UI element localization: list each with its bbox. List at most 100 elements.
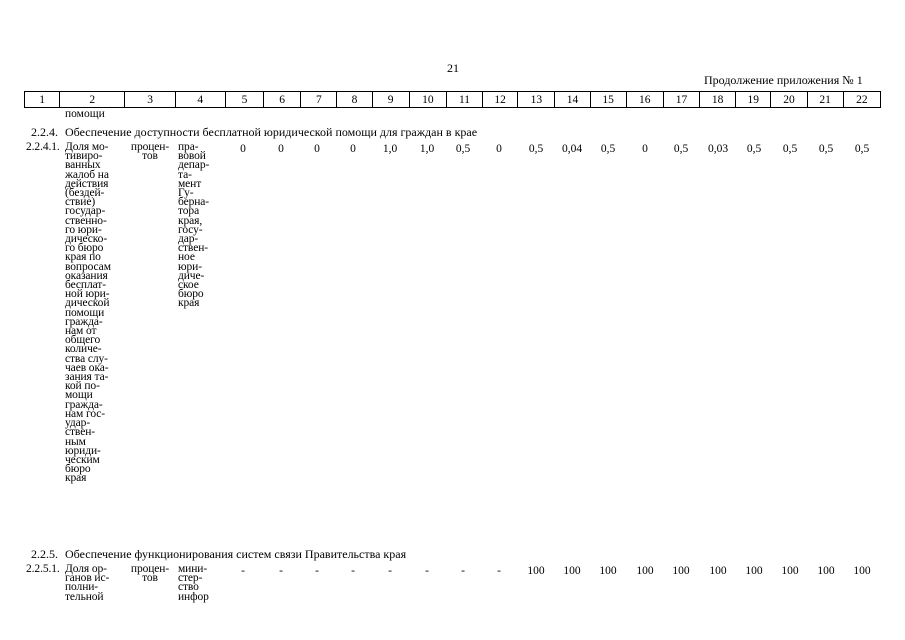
value-cell: 0,03: [707, 143, 729, 155]
cell-line: ства слу-: [65, 352, 108, 365]
value-cell: 0,5: [746, 143, 762, 155]
column-number-cell: 20: [770, 91, 808, 108]
page-number: 21: [447, 61, 459, 75]
value-cell: 0,5: [528, 143, 544, 155]
column-number-cell: 4: [174, 91, 226, 108]
indicator-unit: процен-тов: [128, 141, 172, 163]
cell-line: процен-: [130, 141, 170, 153]
value-cell: 0,5: [782, 143, 798, 155]
indicator-name: Доля ор-ганов ис-полни-тельной: [65, 563, 109, 603]
cell-line: ствие): [65, 196, 96, 209]
value-cell: 100: [672, 565, 690, 577]
cell-line: гражда-: [65, 315, 103, 328]
value-cell: 100: [781, 565, 799, 577]
cell-line: нам гос-: [65, 407, 106, 420]
value-cell: 0: [496, 143, 502, 155]
cell-line: зания та-: [65, 371, 109, 384]
value-cell: -: [425, 565, 429, 577]
cell-line: помощи: [65, 306, 105, 319]
value-cell: 0: [642, 143, 648, 155]
cell-line: (бездей-: [65, 187, 105, 200]
cell-line: инфор: [178, 590, 209, 603]
column-number-cell: 13: [517, 91, 556, 108]
cell-line: кой по-: [65, 380, 100, 393]
value-cell: 100: [563, 565, 581, 577]
column-number-cell: 22: [842, 91, 882, 108]
cell-line: вовой: [178, 150, 206, 163]
cell-line: тов: [142, 150, 158, 163]
indicator-name: Доля мо-тивиро-ванных жалоб на действия (бе…: [65, 141, 111, 485]
indicator-code: 2.2.4.1.: [26, 141, 60, 153]
cell-line: мент: [178, 177, 202, 190]
column-number-cell: 16: [625, 91, 664, 108]
cell-line: диче-: [178, 269, 205, 282]
cell-line: Доля ор-: [65, 563, 107, 575]
cell-line: юриди-: [65, 444, 101, 457]
column-number-cell: 3: [124, 91, 176, 108]
cell-line: дической: [65, 297, 110, 310]
cell-line: стер-: [178, 572, 203, 585]
cell-line: та-: [178, 168, 192, 181]
cell-line: ствен-: [178, 242, 208, 255]
cell-line: гражда-: [65, 398, 103, 411]
cell-line: ное: [178, 251, 195, 264]
cell-line: ственно-: [65, 214, 107, 227]
cell-line: государ-: [65, 205, 106, 218]
carryover-text: помощи: [65, 108, 105, 120]
value-cell: 0: [278, 143, 284, 155]
value-cell: 100: [745, 565, 763, 577]
cell-line: действия: [65, 177, 109, 190]
column-number-cell: 18: [699, 91, 737, 108]
cell-line: чаев ока-: [65, 361, 109, 374]
cell-line: края по: [65, 251, 101, 264]
cell-line: общего: [65, 334, 101, 347]
column-number-cell: 11: [445, 91, 484, 108]
value-cell: 0,5: [854, 143, 870, 155]
indicator-responsible: мини-стер-ство инфор: [178, 563, 209, 603]
value-cell: 100: [599, 565, 617, 577]
cell-line: ческим: [65, 453, 100, 466]
cell-line: нам от: [65, 325, 97, 338]
cell-line: Доля мо-: [65, 141, 109, 153]
cell-line: мощи: [65, 389, 93, 402]
cell-line: бюро: [65, 463, 91, 476]
value-cell: 100: [817, 565, 835, 577]
cell-line: оказания: [65, 269, 108, 282]
cell-line: процен-: [130, 563, 170, 575]
cell-line: ствен-: [65, 426, 95, 439]
value-cell: 0: [240, 143, 246, 155]
cell-line: ство: [178, 581, 199, 594]
value-cell: 100: [853, 565, 871, 577]
column-number-cell: 12: [482, 91, 519, 108]
cell-line: дар-: [178, 233, 199, 246]
value-cell: 1,0: [419, 143, 435, 155]
column-number-cell: 21: [806, 91, 844, 108]
column-number-cell: 6: [263, 91, 302, 108]
value-cell: -: [279, 565, 283, 577]
cell-line: тельной: [65, 590, 104, 603]
section-title: Обеспечение функционирования систем связ…: [65, 547, 407, 561]
cell-line: дическо-: [65, 233, 108, 246]
cell-line: удар-: [65, 417, 91, 430]
cell-line: го юри-: [65, 223, 102, 236]
indicator-code: 2.2.5.1.: [26, 563, 60, 575]
cell-line: ванных: [65, 159, 101, 172]
column-number-header: 1 2 3 4 5 6 7 8 9 10 11 12 13 14 15 16 17 18 19 20 21 22: [23, 91, 882, 108]
cell-line: бюро: [178, 288, 204, 301]
column-number-cell: 8: [336, 91, 373, 108]
cell-line: тивиро-: [65, 150, 103, 163]
cell-line: края: [65, 472, 87, 485]
continuation-note: Продолжение приложения № 1: [704, 73, 863, 87]
value-cell: 0,5: [455, 143, 471, 155]
column-number-cell: 19: [735, 91, 772, 108]
column-number-cell: 9: [371, 91, 410, 108]
cell-line: Гу-: [178, 187, 194, 200]
cell-line: бесплат-: [65, 279, 106, 292]
value-cell: -: [315, 565, 319, 577]
value-cell: 0: [314, 143, 320, 155]
cell-line: тора: [178, 205, 200, 218]
value-cell: 0,5: [600, 143, 616, 155]
value-cell: 0: [350, 143, 356, 155]
cell-line: депар-: [178, 159, 210, 172]
value-cell: 1,0: [382, 143, 398, 155]
